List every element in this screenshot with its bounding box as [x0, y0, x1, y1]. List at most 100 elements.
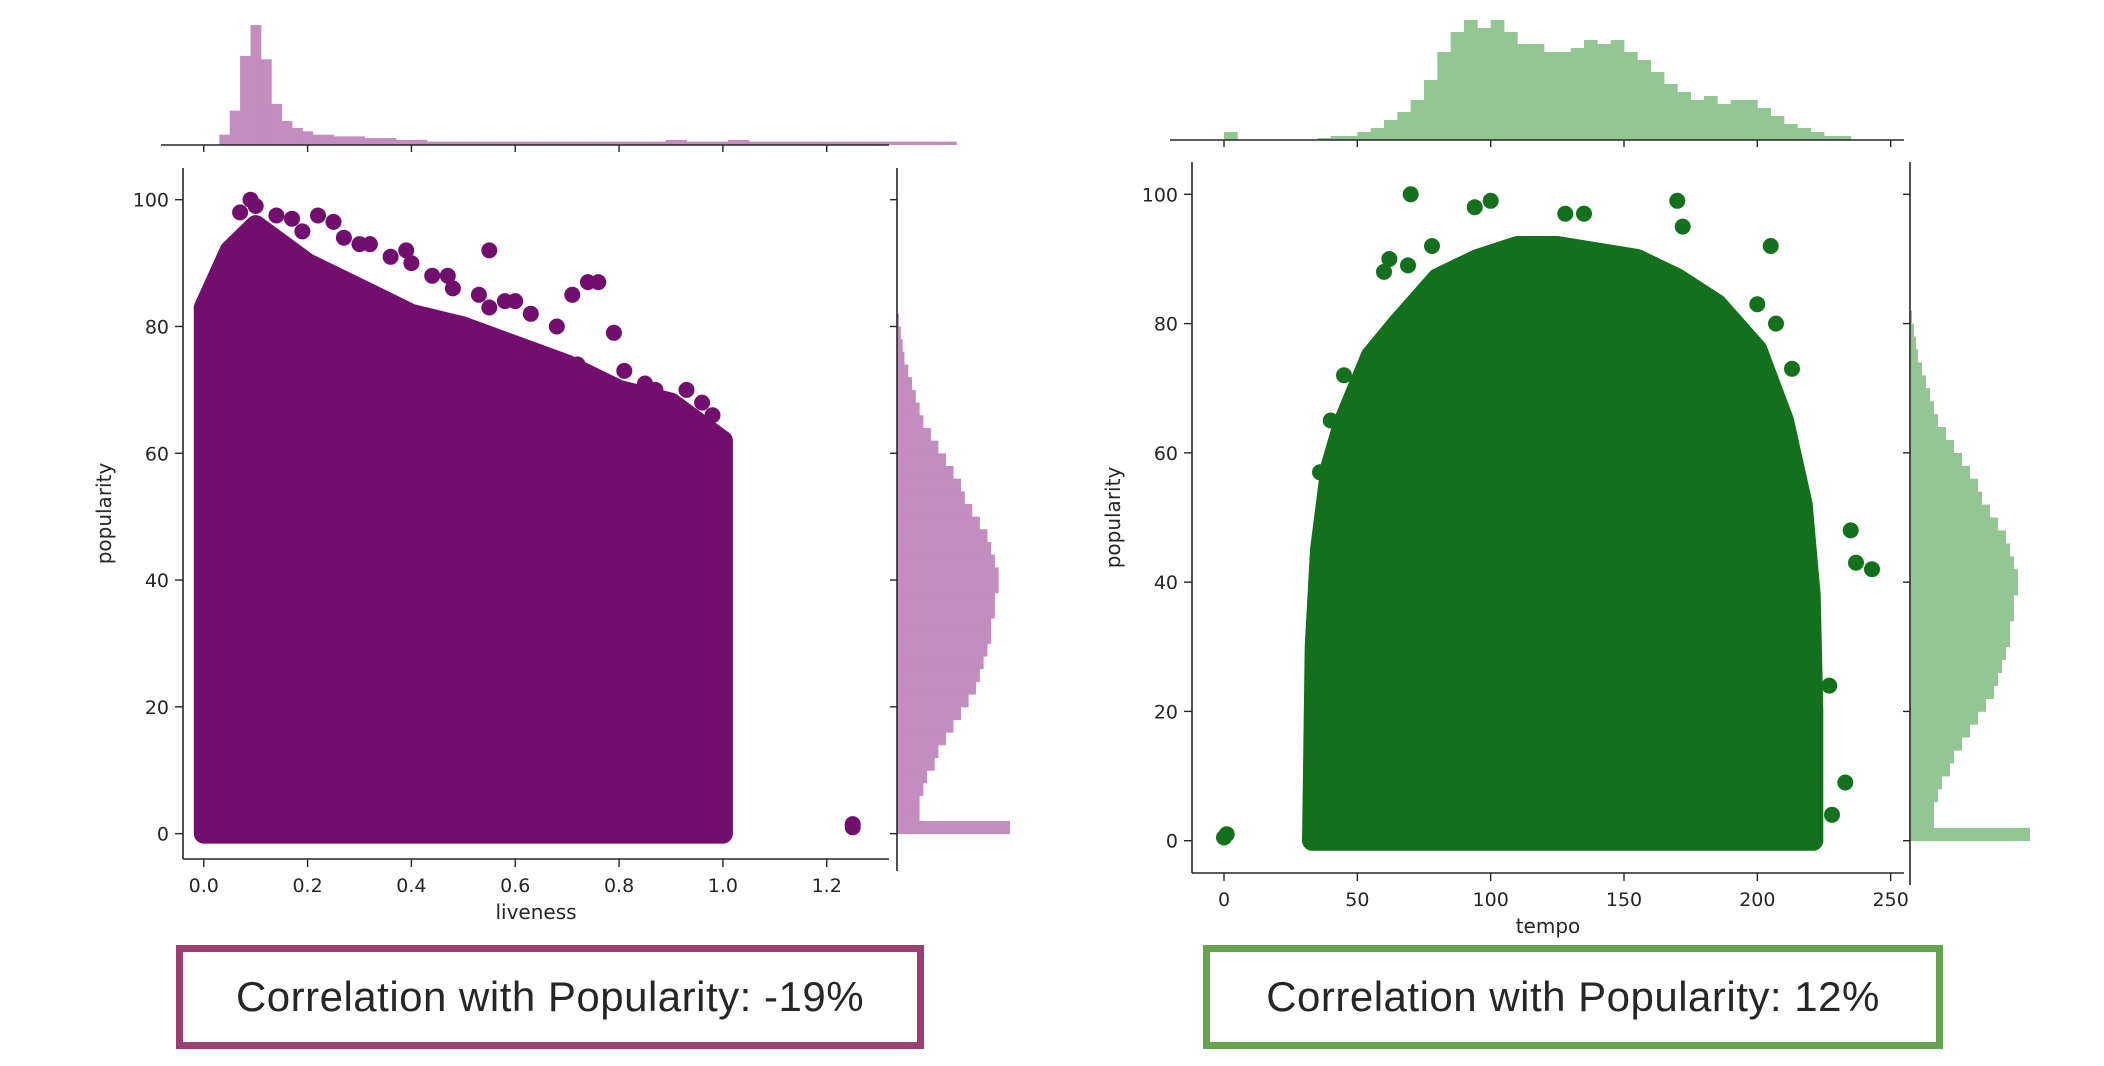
marginal-x-bar: [1397, 112, 1411, 140]
marginal-y-bar: [897, 542, 992, 556]
scatter-point: [1312, 464, 1328, 481]
scatter-point: [569, 356, 586, 373]
scatter-point: [1842, 522, 1859, 539]
scatter-point: [294, 223, 311, 240]
scatter-point: [1768, 315, 1784, 332]
marginal-y-bar: [1910, 439, 1954, 454]
y-tick-label: 40: [1154, 572, 1178, 594]
marginal-y-bar: [1910, 827, 2030, 842]
x-tick-label: 0.6: [500, 875, 530, 897]
marginal-x-bar: [1504, 32, 1518, 140]
marginal-x-bar: [655, 141, 667, 145]
marginal-y-bar: [897, 402, 920, 416]
marginal-x-bar: [323, 134, 334, 145]
marginal-x-bar: [375, 138, 386, 145]
x-tick-label: 0.8: [604, 875, 634, 897]
marginal-x-bar: [1570, 48, 1585, 140]
marginal-x-bar: [1757, 108, 1771, 140]
marginal-x-bar: [520, 141, 532, 145]
x-tick-label: 200: [1739, 889, 1775, 911]
marginal-x-bar: [717, 141, 729, 145]
marginal-x-bar: [842, 141, 854, 145]
marginal-x-bar: [873, 141, 885, 145]
scatter-point: [470, 286, 487, 303]
marginal-x-bar: [416, 139, 428, 145]
scatter-point: [1466, 199, 1483, 216]
x-tick-label: 0.2: [292, 875, 322, 897]
x-axis-title: liveness: [495, 900, 576, 924]
scatter-point: [585, 375, 602, 392]
y-tick-label: 0: [1166, 831, 1178, 853]
marginal-x-bar: [780, 141, 791, 145]
x-tick-label: 1.0: [708, 875, 738, 897]
marginal-x-bar: [790, 141, 802, 145]
scatter-point: [403, 255, 420, 272]
scatter-point: [1797, 645, 1814, 662]
marginal-x-bar: [613, 141, 625, 145]
scatter-point: [439, 267, 456, 284]
scatter-point: [1376, 263, 1392, 280]
scatter-point: [678, 381, 695, 398]
scatter-point: [1848, 554, 1864, 571]
scatter-point: [1400, 257, 1416, 274]
scatter-dense-region: [193, 215, 733, 844]
marginal-x-bar: [271, 103, 283, 145]
marginal-y-bar: [1910, 620, 2010, 635]
marginal-x-bar: [250, 25, 262, 145]
marginal-x-bar: [1610, 40, 1625, 140]
marginal-y-bar: [897, 821, 1010, 835]
scatter-point: [709, 445, 726, 462]
marginal-x-bar: [821, 141, 833, 145]
marginal-x-bar: [530, 141, 542, 145]
scatter-point: [361, 236, 378, 253]
marginal-y-bar: [897, 466, 954, 480]
scatter-point: [1864, 561, 1880, 578]
marginal-x-bar: [478, 141, 490, 145]
marginal-x-bar: [302, 131, 314, 145]
marginal-x-bar: [551, 141, 563, 145]
marginal-x-bar: [458, 141, 469, 145]
marginal-x-bar: [354, 136, 366, 145]
marginal-x-bar: [1664, 84, 1678, 140]
marginal-x-bar: [343, 136, 355, 145]
tempo-jointplot: 0 50 100 150 200 250 0 20 40 60 80 100 tempo populari…: [1101, 20, 2030, 938]
marginal-x-bar: [1717, 104, 1731, 140]
marginal-x-bar: [904, 141, 916, 145]
scatter-point: [481, 242, 498, 259]
marginal-y-bar: [897, 592, 995, 606]
scatter-point: [1824, 806, 1840, 823]
marginal-y-bar: [1910, 401, 1934, 415]
marginal-y-bar: [897, 339, 903, 353]
marginal-y-bar: [897, 744, 939, 758]
marginal-x-bar: [1357, 132, 1371, 140]
y-tick-label: 20: [145, 697, 169, 719]
marginal-y-bar: [1910, 336, 1916, 350]
scatter-point: [1784, 360, 1800, 377]
marginal-x-bar: [447, 141, 459, 145]
marginal-y-bar: [897, 770, 928, 784]
scatter-point: [1482, 192, 1499, 209]
scatter-point: [1336, 367, 1352, 384]
marginal-y-bar: [897, 618, 992, 632]
scatter-point: [1216, 829, 1232, 846]
marginal-x-bar: [437, 141, 449, 145]
marginal-y-bar: [897, 478, 961, 492]
marginal-y-bar: [897, 706, 961, 720]
x-tick-label: 250: [1873, 889, 1909, 911]
scatter-point: [1322, 412, 1339, 429]
marginal-y-bar: [897, 427, 931, 441]
marginal-y-bar: [1910, 672, 1998, 686]
scatter-point: [310, 207, 326, 224]
marginal-x-bar: [769, 141, 781, 145]
marginal-x-bar: [1650, 72, 1665, 140]
scatter-point: [335, 229, 352, 246]
marginal-y-bar: [897, 351, 905, 365]
marginal-y-bar: [897, 656, 984, 670]
marginal-x-bar: [499, 141, 511, 145]
marginal-y-bar: [1910, 737, 1962, 751]
marginal-x-bar: [1437, 52, 1451, 140]
scatter-point: [647, 381, 664, 398]
marginal-y-bar: [897, 389, 916, 403]
marginal-y-bar: [897, 630, 992, 644]
marginal-y-bar: [1910, 465, 1970, 480]
